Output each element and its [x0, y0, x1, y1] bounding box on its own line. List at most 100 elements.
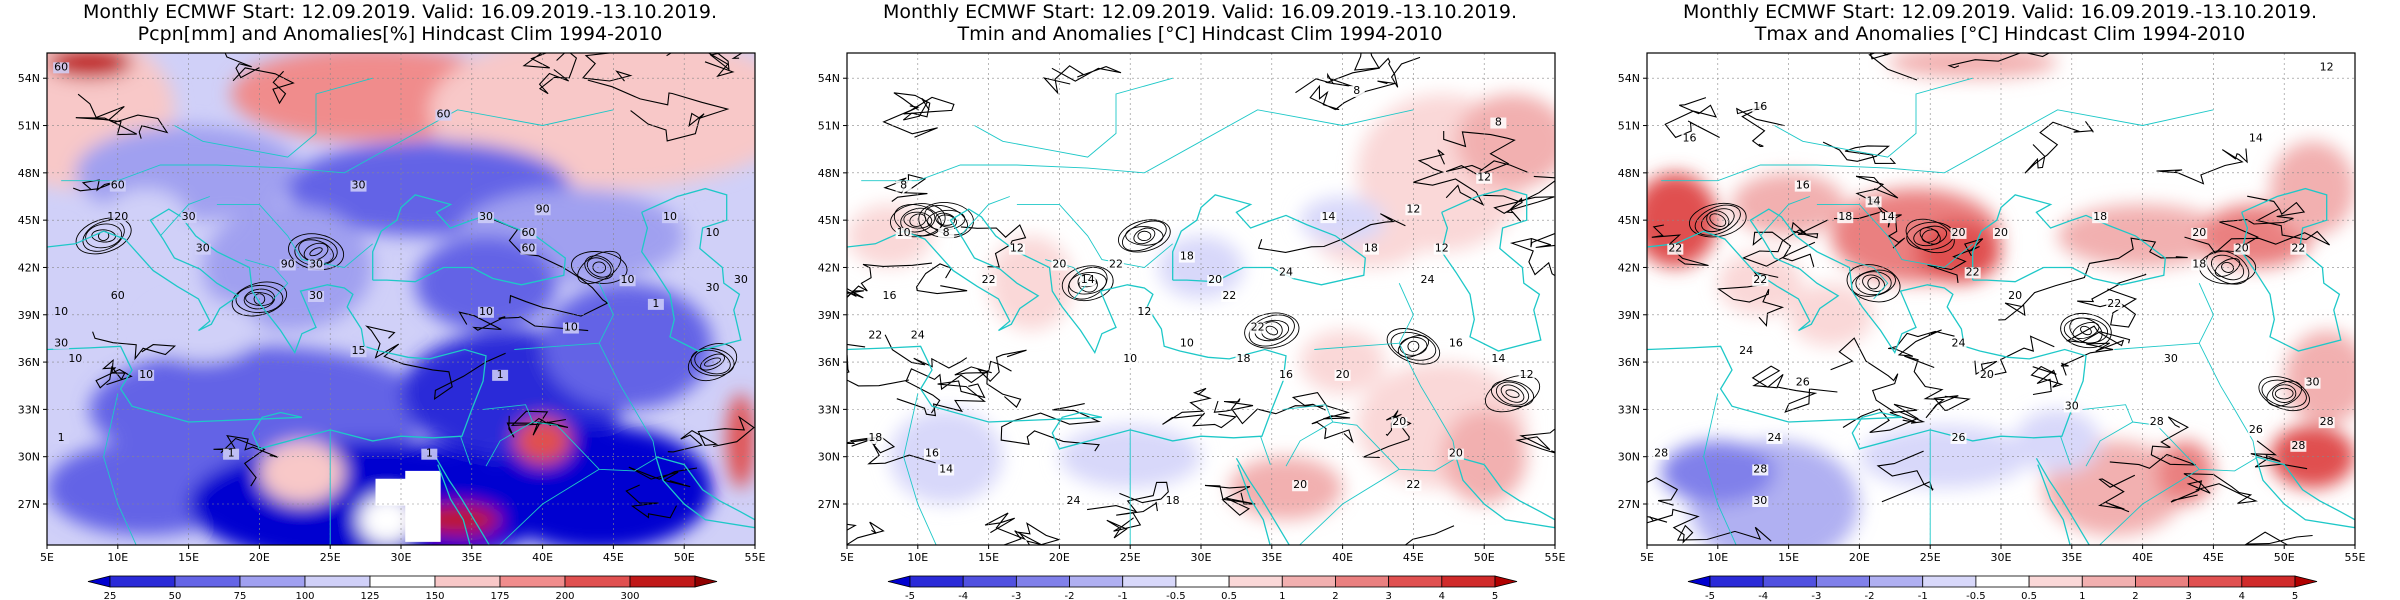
country-border: [174, 77, 373, 158]
contour-ring: [592, 261, 607, 274]
contour-label-bg: [308, 259, 325, 271]
contour-label: 18: [1364, 242, 1378, 255]
contour-line: [1842, 403, 1919, 434]
lat-label: 51N: [1618, 120, 1640, 133]
colorbar: -5 -4 -3 -2 -1 -0.5 0.5 1 2 3 4 5: [1687, 575, 2318, 600]
contour-ring: [1500, 384, 1525, 403]
contour-ring: [1913, 225, 1948, 247]
contour-ring: [1061, 265, 1114, 302]
lat-label: 51N: [18, 120, 40, 133]
contour-label-bg: [1405, 204, 1422, 216]
country-border: [974, 77, 1173, 158]
contour-label-bg: [909, 330, 926, 342]
contour-label: 10: [897, 226, 911, 239]
contour-label-bg: [109, 180, 126, 192]
contour-label: 22: [1251, 321, 1265, 334]
anomaly-blob: [1859, 425, 2030, 489]
contour-label: 22: [2107, 297, 2121, 310]
contour-label: 30: [1753, 494, 1767, 507]
colorbar-high-arrow: [694, 575, 718, 588]
precipitation-map: 6060303060609010303030103010301011151160…: [18, 52, 766, 600]
contour-label: 22: [1109, 257, 1123, 270]
contour-label: 22: [1222, 289, 1236, 302]
contour-label: 1: [426, 447, 433, 460]
country-border: [159, 196, 210, 237]
contour-line: [1736, 105, 1785, 148]
contour-label-bg: [1277, 369, 1294, 381]
contour-label: 16: [1682, 131, 1696, 144]
contour-label-bg: [1653, 448, 1670, 460]
colorbar-segment: [499, 575, 566, 588]
lon-label: 15E: [978, 551, 999, 564]
contour-labels: 12 16 16 14 16 18 20 14 22 22 20 18 20 14 22 18 20 22 20 22…: [1653, 60, 2335, 507]
lat-label: 48N: [18, 167, 40, 180]
lat-label: 30N: [18, 451, 40, 464]
lat-label: 51N: [818, 120, 840, 133]
contour-label-bg: [492, 369, 509, 381]
contour-ring: [577, 250, 622, 285]
contour-label: 14: [1321, 210, 1335, 223]
lon-label: 25E: [320, 551, 341, 564]
contour-label: 10: [564, 321, 578, 334]
contour-ring: [1689, 202, 1747, 238]
coastline: [655, 456, 755, 529]
contour-label: 20: [1336, 368, 1350, 381]
contour-label-bg: [138, 369, 155, 381]
contour-label-bg: [2106, 298, 2123, 310]
coastline: [1455, 456, 1555, 529]
colorbar-segment: [1281, 575, 1336, 588]
lon-label: 35E: [1261, 551, 1282, 564]
contour-label-bg: [1766, 432, 1783, 444]
country-border: [2098, 468, 2200, 545]
colorbar-high-arrow: [2294, 575, 2318, 588]
contour-label-bg: [2290, 440, 2307, 452]
tmax-panel: Monthly ECMWF Start: 12.09.2019. Valid: …: [1600, 0, 2400, 600]
contour-ring: [1118, 219, 1171, 253]
colorbar-label: 5: [2292, 591, 2298, 600]
contour-label: 24: [1952, 336, 1966, 349]
contour-ring: [2214, 258, 2241, 277]
contour-line: [984, 512, 1061, 545]
lon-label: 55E: [1545, 551, 1566, 564]
contour-label: 60: [521, 242, 535, 255]
contour-label-bg: [53, 338, 70, 350]
colorbar-label: -1: [1118, 591, 1128, 600]
colorbar-label: -2: [1865, 591, 1875, 600]
contour-label-bg: [1978, 369, 1995, 381]
contour-line: [1947, 53, 2051, 69]
contour-label: 10: [68, 352, 82, 365]
panel-title-line1: Monthly ECMWF Start: 12.09.2019. Valid: …: [1683, 1, 2317, 23]
contour-ring: [1867, 277, 1880, 290]
contour-label-bg: [1079, 275, 1096, 287]
contour-lines: [1647, 53, 2331, 545]
colorbar-segment: [2188, 575, 2243, 588]
contour-ring: [1137, 230, 1152, 242]
lon-label: 55E: [745, 551, 766, 564]
colorbar-segment: [304, 575, 371, 588]
contour-label-bg: [223, 448, 240, 460]
contour-ring: [91, 229, 116, 243]
country-border: [1774, 77, 1973, 158]
country-border: [1759, 196, 1810, 237]
contour-label-bg: [2304, 377, 2321, 389]
contour-label: 90: [281, 257, 295, 270]
contour-line: [1822, 141, 1897, 164]
contour-label: 24: [911, 328, 925, 341]
contour-label-bg: [1950, 227, 1967, 239]
lon-label: 50E: [1474, 551, 1495, 564]
contour-label: 10: [706, 226, 720, 239]
colorbar-low-arrow: [887, 575, 911, 588]
contour-label-bg: [1221, 291, 1238, 302]
anomaly-blob: [1887, 53, 2058, 79]
contour-label-bg: [2318, 417, 2335, 429]
contour-label-bg: [2162, 354, 2179, 366]
colorbar-label: -1: [1918, 591, 1928, 600]
contour-ring: [1905, 218, 1955, 254]
contour-label-bg: [662, 212, 679, 224]
anomaly-blob: [542, 283, 713, 410]
lon-label: 45E: [1403, 551, 1424, 564]
country-border: [1845, 259, 1889, 300]
contour-ring: [937, 214, 956, 226]
contour-line: [232, 67, 295, 105]
